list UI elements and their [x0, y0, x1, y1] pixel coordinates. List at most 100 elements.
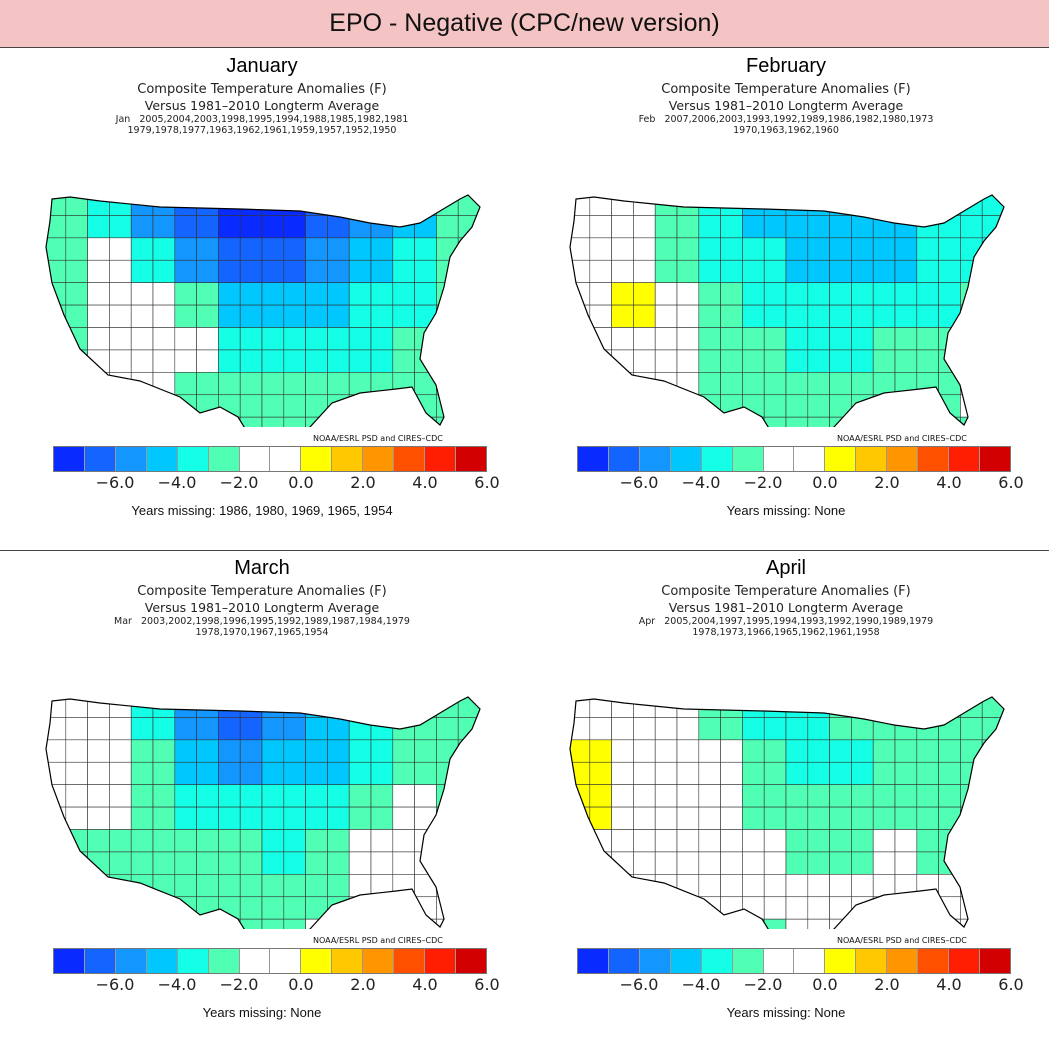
climate-division-cell	[305, 717, 328, 741]
climate-division-cell	[327, 237, 350, 261]
climate-division-cell	[130, 717, 154, 741]
climate-division-cell	[327, 851, 350, 875]
climate-division-cell	[218, 896, 241, 920]
climate-division-cell	[589, 195, 612, 216]
climate-division-cell	[570, 372, 591, 396]
climate-division-cell	[370, 896, 394, 920]
climate-division-cell	[981, 237, 1004, 261]
climate-division-cell	[152, 717, 176, 741]
climate-division-cell	[851, 874, 874, 898]
climate-division-cell	[676, 349, 700, 373]
climate-division-cell	[218, 282, 241, 306]
climate-division-cell	[698, 717, 721, 741]
climate-division-cell	[851, 372, 874, 396]
climate-division-cell	[414, 215, 437, 239]
climate-division-cell	[829, 282, 852, 306]
climate-division-cell	[763, 372, 787, 396]
climate-division-cell	[981, 215, 1004, 239]
climate-division-cell	[109, 259, 132, 283]
climate-division-cell	[261, 215, 285, 239]
climate-division-cell	[196, 829, 219, 853]
us-outline	[569, 696, 1005, 929]
colorbar-swatch	[177, 949, 209, 973]
colorbar-swatch	[208, 447, 240, 471]
climate-division-cell	[851, 349, 874, 373]
colorbar-swatch	[856, 447, 888, 471]
climate-division-cell	[457, 874, 480, 898]
climate-division-cell	[457, 806, 480, 830]
climate-division-cell	[174, 304, 197, 328]
colorbar-swatch	[301, 949, 333, 973]
climate-division-cell	[829, 784, 852, 808]
climate-division-cell	[305, 784, 328, 808]
colorbar-tick-label: −6.0	[95, 975, 135, 994]
climate-division-cell	[392, 416, 415, 427]
climate-division-cell	[570, 717, 591, 741]
climate-division-cell	[130, 259, 154, 283]
climate-division-cell	[457, 784, 480, 808]
climate-division-cell	[742, 215, 765, 239]
climate-division-cell	[720, 259, 743, 283]
climate-division-cell	[611, 372, 634, 396]
climate-division-cell	[327, 761, 350, 785]
climate-division-cell	[457, 739, 480, 763]
climate-division-cell	[960, 829, 983, 853]
climate-division-cell	[938, 717, 961, 741]
climate-division-cell	[218, 918, 241, 929]
colorbar-swatch	[732, 949, 764, 973]
climate-division-cell	[570, 394, 591, 418]
climate-division-cell	[654, 215, 678, 239]
climate-division-cell	[414, 259, 437, 283]
climate-division-cell	[46, 806, 67, 830]
climate-division-cell	[392, 372, 415, 396]
climate-division-cell	[698, 259, 721, 283]
climate-division-cell	[763, 237, 787, 261]
colorbar-swatch	[887, 447, 919, 471]
climate-division-cell	[46, 282, 67, 306]
climate-division-cell	[370, 697, 394, 718]
climate-division-cell	[305, 304, 328, 328]
climate-division-cell	[742, 259, 765, 283]
climate-division-cell	[130, 237, 154, 261]
climate-division-cell	[611, 829, 634, 853]
colorbar-swatch	[918, 949, 950, 973]
climate-division-cell	[916, 739, 939, 763]
climate-division-cell	[392, 282, 415, 306]
climate-division-cell	[633, 304, 656, 328]
climate-division-cell	[218, 304, 241, 328]
climate-division-cell	[807, 717, 830, 741]
climate-division-cell	[239, 304, 263, 328]
climate-division-cell	[348, 394, 372, 418]
climate-division-cell	[851, 829, 874, 853]
climate-division-cell	[46, 372, 67, 396]
climate-division-cell	[676, 394, 700, 418]
climate-division-cell	[851, 237, 874, 261]
climate-division-cell	[829, 237, 852, 261]
climate-division-cell	[763, 851, 787, 875]
climate-division-cell	[327, 282, 350, 306]
climate-division-cell	[87, 237, 110, 261]
climate-division-cell	[283, 717, 306, 741]
colorbar-swatch	[208, 949, 240, 973]
climate-division-cell	[305, 874, 328, 898]
climate-division-cell	[894, 806, 918, 830]
colorbar-swatch	[54, 949, 85, 973]
climate-division-cell	[87, 304, 110, 328]
climate-division-cell	[392, 829, 415, 853]
climate-division-cell	[174, 896, 197, 920]
climate-division-cell	[763, 416, 787, 427]
climate-division-cell	[785, 784, 809, 808]
climate-division-cell	[109, 237, 132, 261]
climate-division-cell	[457, 215, 480, 239]
years-missing: Years missing: None	[726, 1005, 846, 1020]
climate-division-cell	[872, 806, 896, 830]
climate-division-cell	[239, 739, 263, 763]
climate-division-cell	[981, 918, 1004, 929]
climate-division-cell	[348, 327, 372, 351]
climate-division-cell	[457, 259, 480, 283]
climate-division-cell	[152, 784, 176, 808]
climate-division-cell	[589, 717, 612, 741]
climate-division-cell	[829, 851, 852, 875]
climate-division-cell	[283, 874, 306, 898]
climate-division-cell	[654, 806, 678, 830]
